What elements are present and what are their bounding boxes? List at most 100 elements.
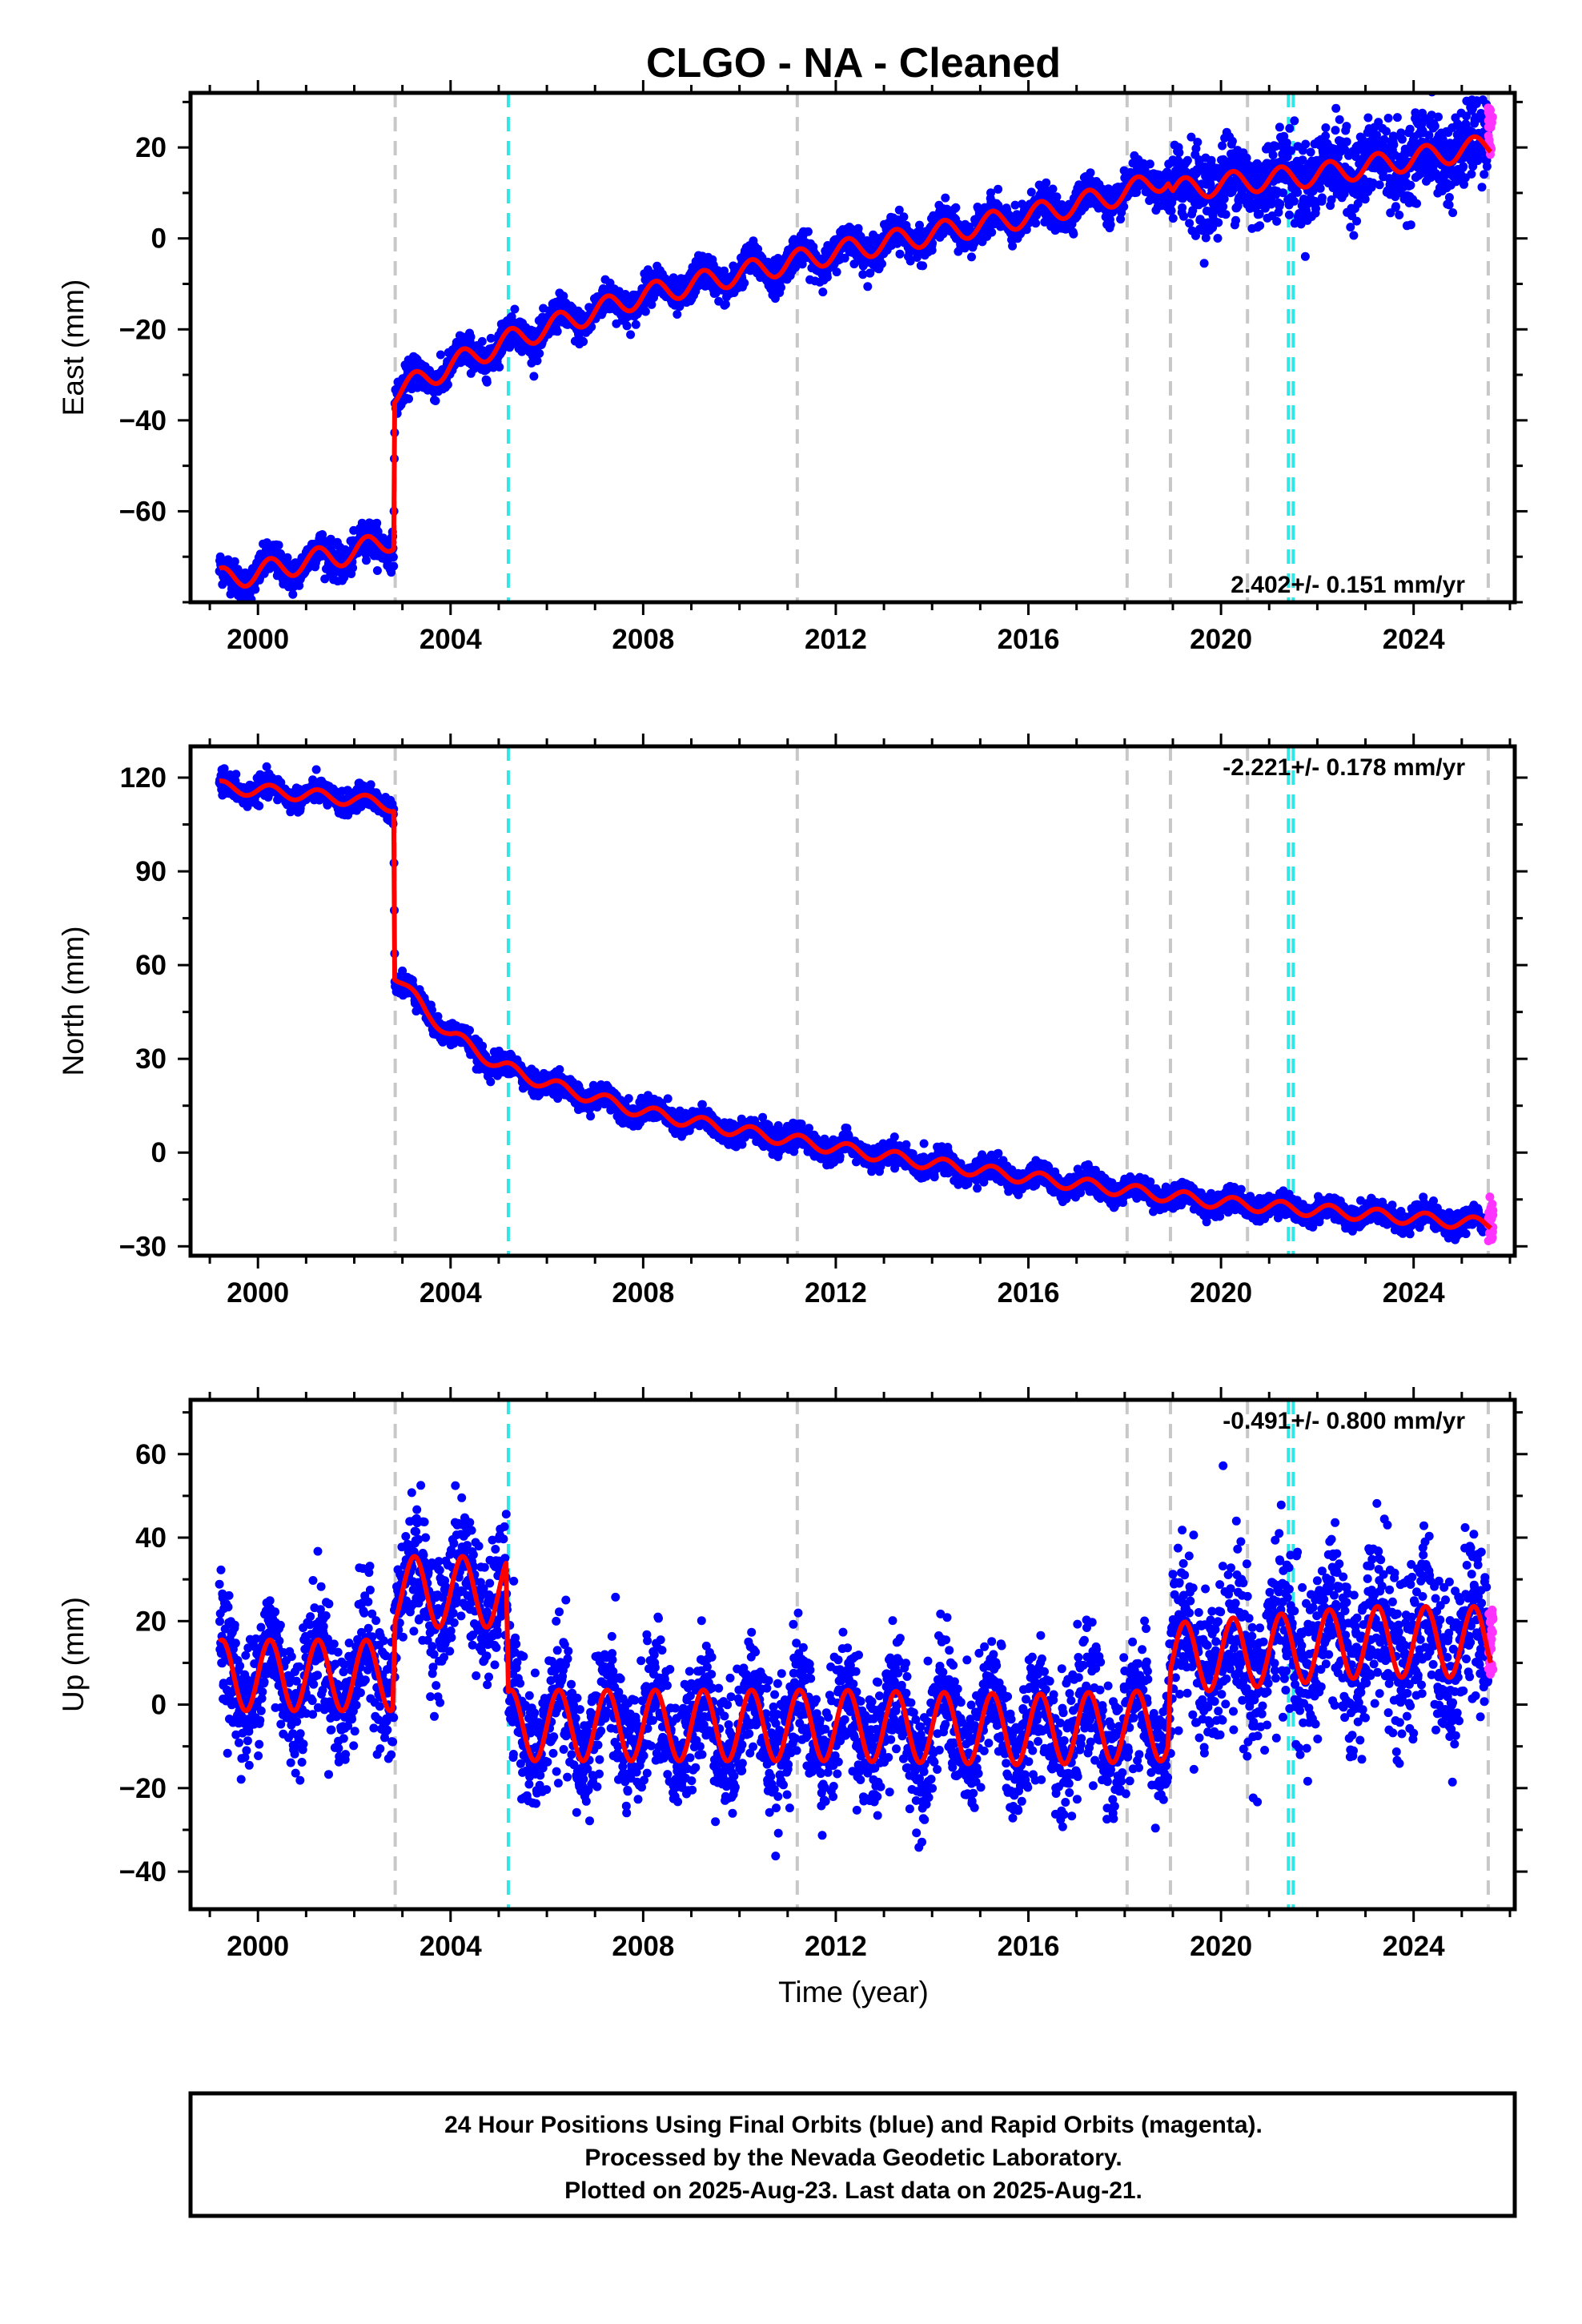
final-orbit-point bbox=[1193, 138, 1203, 147]
final-orbit-point bbox=[431, 396, 440, 405]
y-axis-label: East (mm) bbox=[57, 279, 90, 416]
final-orbit-point bbox=[1255, 221, 1265, 231]
final-orbit-point bbox=[1406, 220, 1415, 230]
final-orbit-point bbox=[987, 227, 997, 237]
final-orbit-point bbox=[1349, 231, 1359, 240]
final-orbit-point bbox=[495, 362, 504, 372]
final-orbit-point bbox=[1199, 259, 1209, 268]
final-orbit-point bbox=[532, 356, 542, 365]
final-orbit-point bbox=[1342, 122, 1351, 131]
final-orbit-point bbox=[1389, 140, 1399, 150]
final-orbit-point bbox=[348, 563, 358, 573]
figure-title: CLGO - NA - Cleaned bbox=[646, 40, 1061, 86]
final-orbit-point bbox=[647, 300, 656, 309]
final-orbit-point bbox=[1467, 169, 1476, 179]
final-orbit-point bbox=[1321, 123, 1331, 132]
final-orbit-point bbox=[318, 530, 327, 539]
final-orbit-point bbox=[858, 270, 868, 279]
final-orbit-point bbox=[1444, 193, 1454, 202]
final-orbit-point bbox=[1434, 112, 1443, 122]
final-orbit-point bbox=[283, 553, 292, 562]
final-orbit-point bbox=[466, 332, 476, 342]
final-orbit-point bbox=[311, 765, 321, 774]
final-orbit-point bbox=[1444, 200, 1454, 210]
final-orbit-point bbox=[529, 372, 539, 381]
final-orbit-point bbox=[1383, 114, 1393, 123]
final-orbit-point bbox=[1174, 148, 1184, 158]
final-orbit-point bbox=[1207, 155, 1216, 165]
final-orbit-point bbox=[1166, 206, 1176, 215]
final-orbit-point bbox=[832, 267, 841, 277]
final-orbit-point bbox=[1026, 187, 1036, 197]
final-orbit-point bbox=[1331, 103, 1341, 113]
final-orbit-point bbox=[1392, 113, 1402, 123]
final-orbit-point bbox=[1363, 113, 1373, 123]
final-orbit-point bbox=[1448, 208, 1458, 218]
x-tick-label: 2016 bbox=[998, 624, 1060, 655]
final-orbit-point bbox=[877, 259, 886, 268]
final-orbit-point bbox=[1272, 216, 1282, 226]
final-orbit-point bbox=[1221, 210, 1231, 219]
final-orbit-point bbox=[895, 249, 905, 259]
final-orbit-point bbox=[535, 348, 544, 358]
final-orbit-point bbox=[994, 184, 1003, 194]
final-orbit-point bbox=[822, 272, 832, 282]
final-orbit-point bbox=[1375, 180, 1384, 190]
final-orbit-point bbox=[740, 278, 749, 287]
final-orbit-point bbox=[251, 585, 260, 594]
final-orbit-point bbox=[1391, 202, 1400, 211]
final-orbit-point bbox=[1227, 136, 1237, 146]
final-orbit-point bbox=[362, 556, 371, 565]
final-orbit-point bbox=[918, 261, 928, 271]
final-orbit-point bbox=[951, 203, 961, 212]
final-orbit-point bbox=[1042, 178, 1051, 187]
final-orbit-point bbox=[389, 561, 399, 571]
final-orbit-point bbox=[818, 287, 828, 297]
final-orbit-point bbox=[899, 212, 909, 222]
final-orbit-point bbox=[510, 304, 520, 314]
final-orbit-point bbox=[1301, 139, 1311, 149]
final-orbit-point bbox=[1008, 241, 1018, 251]
final-orbit-point bbox=[1031, 219, 1041, 228]
velocity-label: 2.402+/- 0.151 mm/yr bbox=[1231, 572, 1465, 598]
final-orbit-point bbox=[1290, 116, 1299, 126]
final-orbit-point bbox=[863, 282, 873, 292]
final-orbit-point bbox=[1342, 137, 1351, 147]
final-orbit-point bbox=[1477, 183, 1487, 192]
final-orbit-point bbox=[1086, 168, 1095, 178]
final-orbit-point bbox=[1406, 180, 1415, 190]
final-orbit-point bbox=[1179, 211, 1188, 221]
x-tick-label: 2008 bbox=[612, 624, 674, 655]
y-tick-label: −60 bbox=[119, 496, 167, 527]
final-orbit-point bbox=[579, 337, 588, 347]
x-tick-label: 2020 bbox=[1190, 624, 1252, 655]
plot-area bbox=[215, 93, 1497, 602]
final-orbit-point bbox=[1145, 159, 1154, 169]
final-orbit-point bbox=[626, 330, 636, 340]
x-tick-label: 2000 bbox=[227, 624, 289, 655]
final-orbit-point bbox=[1213, 234, 1223, 243]
final-orbit-point bbox=[1311, 204, 1320, 213]
final-orbit-point bbox=[777, 283, 785, 292]
final-orbit-point bbox=[1412, 199, 1421, 208]
final-orbit-point bbox=[1300, 251, 1310, 261]
final-orbit-point bbox=[1480, 170, 1489, 179]
final-orbit-point bbox=[1275, 199, 1285, 209]
final-orbit-point bbox=[559, 292, 568, 301]
final-orbit-point bbox=[1306, 147, 1315, 157]
final-orbit-point bbox=[1331, 126, 1340, 135]
y-tick-label: 20 bbox=[135, 132, 167, 163]
final-orbit-point bbox=[840, 253, 849, 263]
final-orbit-point bbox=[1275, 123, 1284, 132]
final-orbit-point bbox=[673, 310, 682, 319]
final-orbit-point bbox=[443, 380, 452, 389]
final-orbit-point bbox=[622, 321, 632, 331]
final-orbit-point bbox=[372, 518, 382, 528]
final-orbit-point bbox=[865, 268, 875, 278]
final-orbit-point bbox=[941, 193, 950, 203]
final-orbit-point bbox=[1168, 214, 1178, 223]
final-orbit-point bbox=[255, 801, 264, 810]
final-orbit-point bbox=[1185, 219, 1195, 228]
